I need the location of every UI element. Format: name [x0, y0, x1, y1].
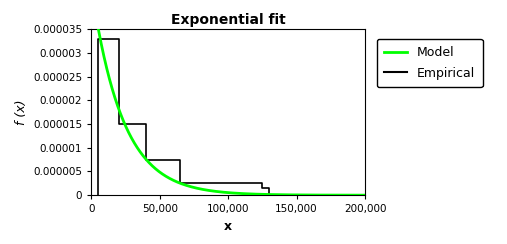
Model [362, 194, 368, 197]
X-axis label: x: x [224, 220, 232, 233]
Empirical [266, 187, 272, 190]
Empirical [143, 158, 149, 161]
Model [354, 194, 360, 197]
Empirical [362, 194, 368, 197]
Empirical [362, 194, 368, 197]
Title: Exponential fit: Exponential fit [171, 13, 285, 27]
Empirical [177, 158, 184, 161]
Y-axis label: f (x): f (x) [15, 100, 27, 125]
Line: Empirical: Empirical [98, 39, 365, 195]
Empirical [95, 37, 101, 40]
Model [214, 190, 220, 193]
Model [304, 193, 310, 196]
Empirical [116, 37, 122, 40]
Empirical [266, 194, 272, 197]
Line: Model: Model [91, 0, 365, 195]
Empirical [259, 182, 266, 185]
Empirical [143, 123, 149, 126]
Empirical [102, 37, 108, 40]
Empirical [102, 37, 108, 40]
Empirical [177, 182, 184, 185]
Legend: Model, Empirical: Model, Empirical [377, 39, 483, 87]
Model [222, 191, 228, 194]
Model [354, 194, 360, 197]
Empirical [116, 123, 122, 126]
Model [102, 61, 108, 63]
Empirical [95, 194, 101, 197]
Empirical [259, 187, 266, 190]
